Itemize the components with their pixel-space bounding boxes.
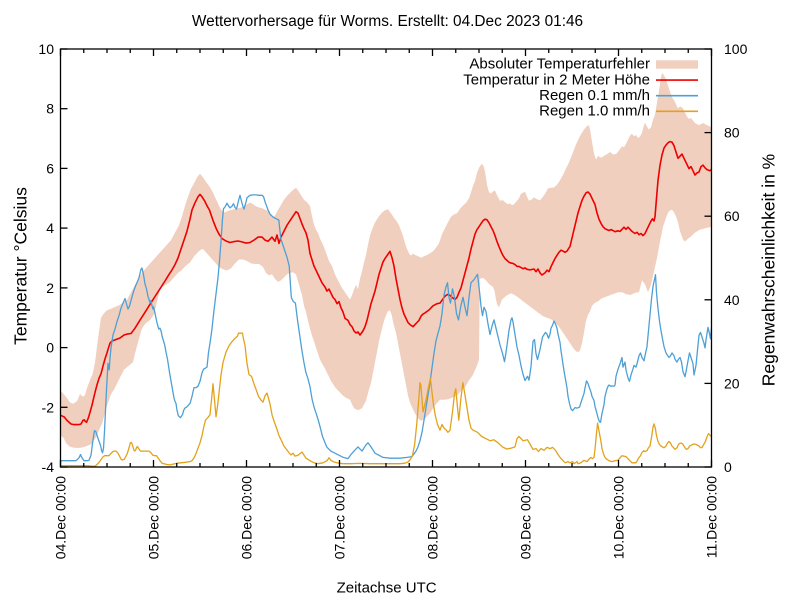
svg-text:-2: -2 bbox=[42, 399, 55, 415]
svg-text:4: 4 bbox=[46, 220, 54, 236]
svg-text:06.Dec 00:00: 06.Dec 00:00 bbox=[239, 476, 255, 559]
svg-text:80: 80 bbox=[724, 125, 740, 141]
svg-text:100: 100 bbox=[724, 41, 748, 57]
svg-text:Temperatur in 2 Meter Höhe: Temperatur in 2 Meter Höhe bbox=[463, 71, 650, 88]
svg-text:Wettervorhersage für Worms. Er: Wettervorhersage für Worms. Erstellt: 04… bbox=[192, 13, 583, 30]
svg-text:Regen 0.1 mm/h: Regen 0.1 mm/h bbox=[539, 87, 650, 104]
svg-text:Regen 1.0 mm/h: Regen 1.0 mm/h bbox=[539, 103, 650, 120]
svg-text:04.Dec 00:00: 04.Dec 00:00 bbox=[53, 476, 69, 559]
svg-text:11.Dec 00:00: 11.Dec 00:00 bbox=[704, 476, 720, 558]
svg-text:0: 0 bbox=[724, 459, 732, 475]
svg-text:2: 2 bbox=[46, 280, 54, 296]
svg-text:08.Dec 00:00: 08.Dec 00:00 bbox=[425, 476, 441, 559]
svg-text:Zeitachse UTC: Zeitachse UTC bbox=[337, 580, 437, 597]
svg-text:0: 0 bbox=[46, 340, 54, 356]
svg-text:Regenwahrscheinlichkeit in %: Regenwahrscheinlichkeit in % bbox=[759, 154, 779, 386]
svg-text:Temperatur °Celsius: Temperatur °Celsius bbox=[11, 187, 31, 345]
svg-text:60: 60 bbox=[724, 208, 740, 224]
svg-text:8: 8 bbox=[46, 101, 54, 117]
svg-text:-4: -4 bbox=[42, 459, 55, 475]
svg-text:07.Dec 00:00: 07.Dec 00:00 bbox=[332, 476, 348, 559]
svg-text:6: 6 bbox=[46, 160, 54, 176]
svg-text:05.Dec 00:00: 05.Dec 00:00 bbox=[146, 476, 162, 559]
svg-text:Absoluter Temperaturfehler: Absoluter Temperaturfehler bbox=[469, 56, 650, 73]
svg-text:20: 20 bbox=[724, 375, 740, 391]
svg-text:10: 10 bbox=[38, 41, 54, 57]
svg-text:40: 40 bbox=[724, 292, 740, 308]
svg-text:09.Dec 00:00: 09.Dec 00:00 bbox=[518, 476, 534, 559]
svg-text:10.Dec 00:00: 10.Dec 00:00 bbox=[611, 476, 627, 559]
